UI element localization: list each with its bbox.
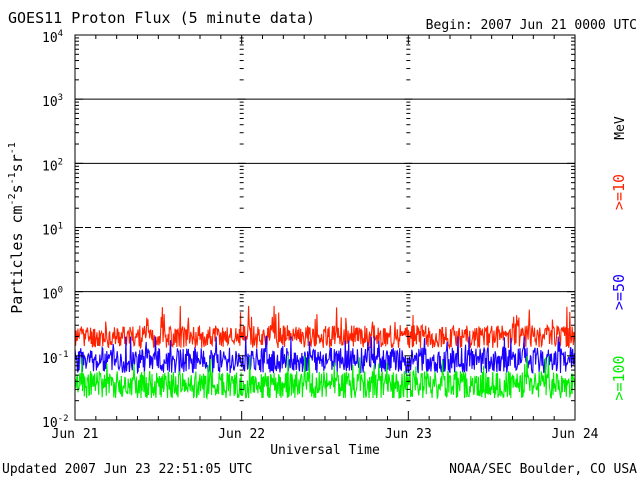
y-axis-label-text: Particles cm	[8, 205, 26, 313]
y-axis-label: Particles cm-2s-1sr-1	[7, 142, 26, 314]
series-line-ge50	[74, 335, 576, 375]
x-tick-label: Jun 21	[52, 427, 99, 442]
y-axis-label-sup2: -1	[7, 172, 18, 184]
y-tick-label: 100	[42, 286, 63, 303]
chart-title: GOES11 Proton Flux (5 minute data)	[8, 9, 315, 27]
x-tick-label: Jun 24	[552, 427, 599, 442]
series-line-ge100	[74, 355, 576, 400]
y-axis-label-mid1: s	[8, 184, 26, 193]
threshold-lines	[75, 98, 575, 293]
y-axis-label-sup1: -2	[7, 193, 18, 205]
credit-label: NOAA/SEC Boulder, CO USA	[449, 462, 637, 477]
y-tick-label: 10-1	[42, 350, 69, 367]
series-layer	[74, 305, 576, 400]
y-axis-label-sup3: -1	[7, 142, 18, 154]
legend-item-ge50: >=50	[610, 274, 628, 310]
updated-timestamp: Updated 2007 Jun 23 22:51:05 UTC	[2, 462, 252, 477]
y-tick-label: 10-2	[42, 414, 69, 431]
y-tick-labels: 10-2 10-1 100 101 102 103 104	[42, 29, 69, 431]
x-axis-label: Universal Time	[270, 443, 380, 458]
begin-label: Begin: 2007 Jun 21 0000 UTC	[426, 18, 637, 33]
x-tick-label: Jun 22	[218, 427, 265, 442]
y-axis-label-mid2: sr	[8, 154, 26, 172]
legend-item-ge10: >=10	[610, 174, 628, 210]
x-tick-labels: Jun 21 Jun 22 Jun 23 Jun 24	[52, 427, 599, 442]
x-tick-label: Jun 23	[385, 427, 432, 442]
legend-item-ge100: >=100	[610, 355, 628, 400]
y-tick-label: 102	[42, 157, 63, 174]
series-line-ge10	[74, 305, 576, 350]
y-tick-label: 103	[42, 93, 63, 110]
y-tick-label: 101	[42, 222, 63, 239]
y-tick-label: 104	[42, 29, 63, 46]
legend-unit: MeV	[613, 116, 628, 140]
tick-marks	[74, 35, 576, 421]
